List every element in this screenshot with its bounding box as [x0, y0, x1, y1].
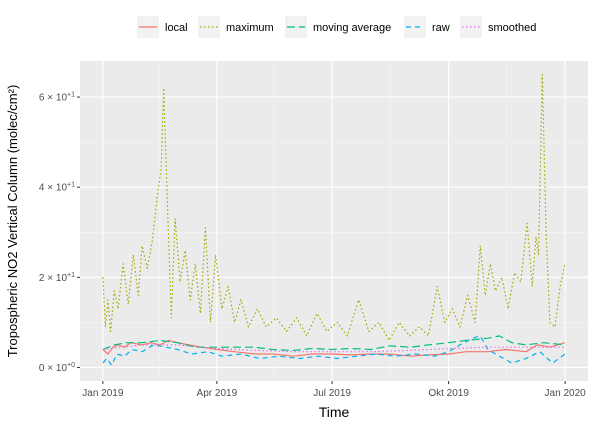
- x-tick-label: Jul 2019: [313, 388, 351, 399]
- y-tick-exponent: +1: [67, 272, 75, 279]
- legend-label: moving average: [313, 22, 391, 34]
- series-layer: [102, 73, 566, 366]
- series-line-local: [102, 339, 566, 357]
- y-tick-label: 4 × 10+1: [39, 182, 75, 194]
- legend-item-maximum: maximum: [198, 16, 274, 38]
- y-tick-base: 2 × 10: [39, 273, 68, 284]
- y-tick-base: 6 × 10: [39, 93, 68, 104]
- legend-label: raw: [432, 22, 450, 34]
- y-tick-exponent: +1: [67, 182, 75, 189]
- x-tick-label: Jan 2019: [82, 388, 124, 399]
- legend-label: local: [165, 22, 188, 34]
- plot-panel: [80, 61, 588, 381]
- y-tick-exponent: +0: [67, 362, 75, 369]
- legend-item-moving-average: moving average: [285, 16, 391, 38]
- y-tick-label: 6 × 10+1: [39, 92, 75, 104]
- x-axis: Jan 2019 Apr 2019 Jul 2019 Okt 2019 Jan 2020: [82, 381, 586, 399]
- x-tick-label: Okt 2019: [428, 388, 469, 399]
- series-line-maximum: [102, 73, 566, 341]
- x-axis-title: Time: [319, 404, 350, 420]
- grid-minor: [80, 61, 588, 381]
- y-tick-exponent: +1: [67, 92, 75, 99]
- y-tick-label: 0 × 10+0: [39, 362, 75, 374]
- legend-label: smoothed: [488, 22, 536, 34]
- legend: local maximum moving average raw smoothed: [137, 16, 536, 38]
- y-axis-title: Tropospheric NO2 Vertical Column (molec/…: [5, 85, 20, 358]
- x-tick-label: Apr 2019: [197, 388, 238, 399]
- legend-key: [285, 16, 307, 38]
- y-tick-label: 2 × 10+1: [39, 272, 75, 284]
- x-tick-label: Jan 2020: [545, 388, 587, 399]
- grid-major: [80, 61, 588, 381]
- legend-item-local: local: [137, 16, 188, 38]
- legend-label: maximum: [226, 22, 274, 34]
- y-tick-base: 0 × 10: [39, 363, 68, 374]
- series-line-moving-average: [102, 335, 566, 351]
- series-line-raw: [102, 335, 566, 366]
- y-axis: 0 × 10+02 × 10+14 × 10+16 × 10+1: [39, 92, 80, 374]
- legend-item-smoothed: smoothed: [460, 16, 536, 38]
- y-tick-base: 4 × 10: [39, 183, 68, 194]
- legend-item-raw: raw: [404, 16, 450, 38]
